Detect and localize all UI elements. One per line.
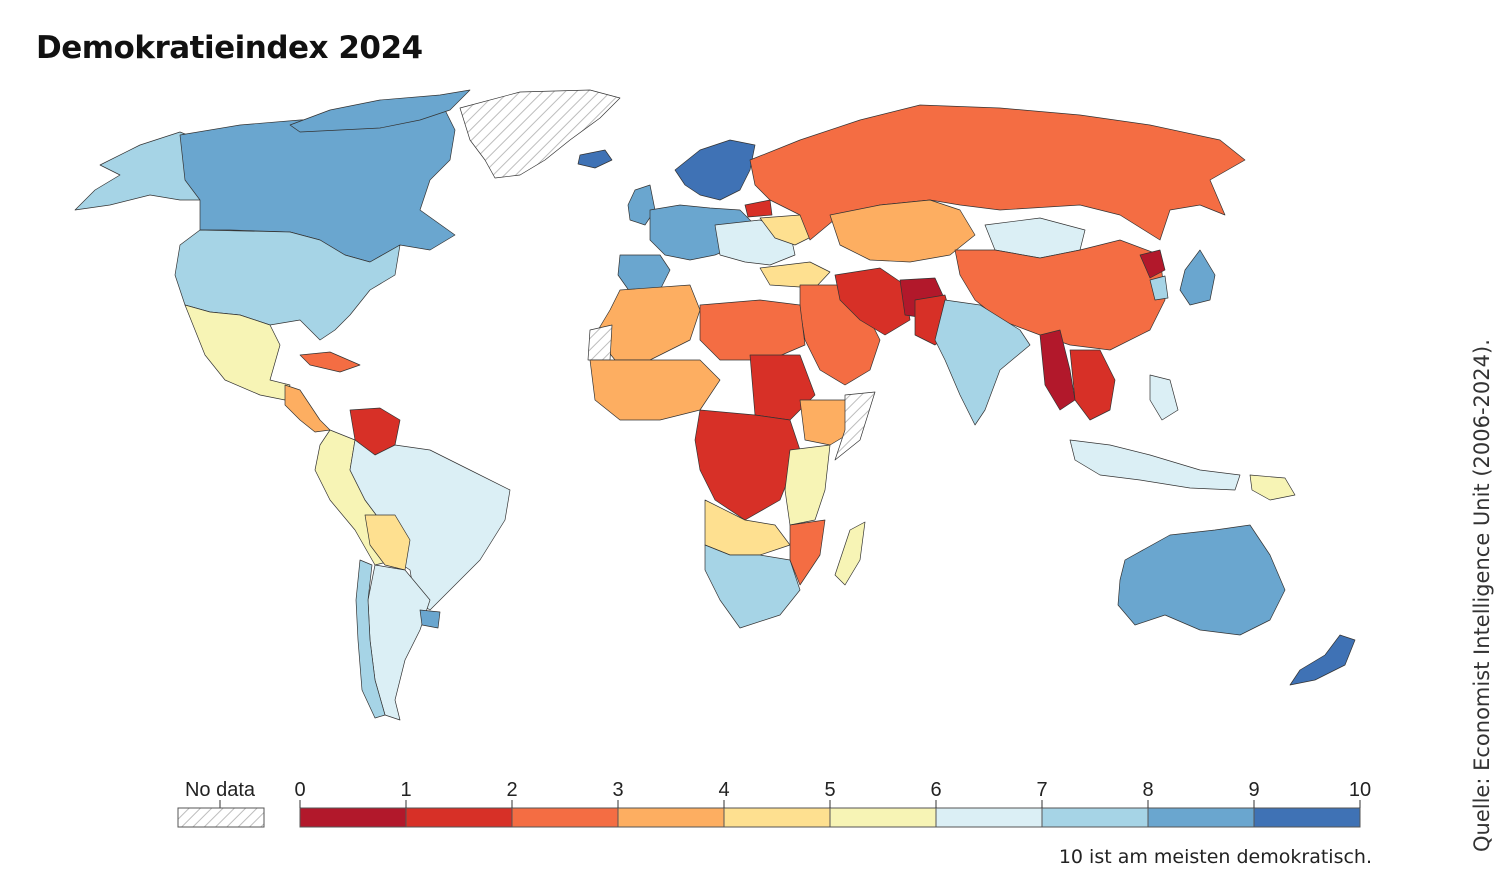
mexico bbox=[184, 304, 291, 401]
legend-tick-label-8: 8 bbox=[1142, 779, 1153, 801]
legend-bin-7 bbox=[1041, 807, 1149, 828]
legend-tick-label-9: 9 bbox=[1248, 779, 1259, 801]
legend-bin-6 bbox=[935, 807, 1043, 828]
japan bbox=[1179, 249, 1216, 306]
russia bbox=[749, 104, 1246, 241]
world-map bbox=[74, 89, 1356, 721]
no-data-swatch bbox=[177, 807, 265, 828]
uk bbox=[627, 184, 656, 226]
map-title: Demokratieindex 2024 bbox=[36, 30, 423, 66]
greenland bbox=[459, 89, 621, 179]
australia bbox=[1117, 524, 1286, 636]
central-america bbox=[284, 384, 331, 433]
iran bbox=[834, 267, 911, 336]
legend-tick-label-6: 6 bbox=[930, 779, 941, 801]
source-credit: Quelle: Economist Intelligence Unit (200… bbox=[1470, 339, 1494, 852]
legend-tick-label-7: 7 bbox=[1036, 779, 1047, 801]
legend-note: 10 ist am meisten demokratisch. bbox=[1058, 846, 1372, 868]
iceland bbox=[577, 149, 613, 169]
legend-tick-label-0: 0 bbox=[294, 779, 305, 801]
north-korea bbox=[1139, 249, 1166, 279]
belarus bbox=[744, 199, 773, 218]
indonesia bbox=[1069, 439, 1241, 491]
turkey bbox=[759, 261, 831, 289]
south-korea bbox=[1149, 275, 1169, 301]
mozambique bbox=[789, 519, 826, 586]
southeast-asia bbox=[1069, 349, 1116, 421]
legend-bin-4 bbox=[723, 807, 831, 828]
legend-tick-label-1: 1 bbox=[400, 779, 411, 801]
new-zealand bbox=[1289, 634, 1356, 686]
central-asia bbox=[829, 199, 976, 263]
east-africa bbox=[784, 444, 831, 526]
chile bbox=[355, 559, 386, 719]
central-africa bbox=[694, 409, 801, 521]
western-sahara bbox=[587, 324, 613, 361]
canada-islands bbox=[289, 89, 471, 133]
legend-bin-8 bbox=[1147, 807, 1255, 828]
legend-tick-label-3: 3 bbox=[612, 779, 623, 801]
ukraine bbox=[759, 214, 816, 246]
legend-bin-1 bbox=[405, 807, 513, 828]
color-legend: No data 0 1 2 3 4 5 6 7 8 9 10 bbox=[177, 779, 1371, 828]
legend-bin-5 bbox=[829, 807, 937, 828]
legend-tick-label-4: 4 bbox=[718, 779, 729, 801]
legend-bins bbox=[299, 807, 1361, 828]
brazil bbox=[349, 439, 511, 611]
legend-bin-2 bbox=[511, 807, 619, 828]
legend-ticks: 0 1 2 3 4 5 6 7 8 9 10 bbox=[294, 779, 1371, 808]
madagascar bbox=[834, 521, 866, 586]
png bbox=[1249, 474, 1296, 501]
uruguay bbox=[419, 609, 441, 629]
india bbox=[934, 299, 1031, 426]
iberia bbox=[617, 254, 671, 293]
legend-tick-label-5: 5 bbox=[824, 779, 835, 801]
philippines bbox=[1149, 374, 1179, 421]
legend-tick-label-10: 10 bbox=[1349, 779, 1371, 801]
legend-bin-3 bbox=[617, 807, 725, 828]
cuba bbox=[299, 351, 361, 373]
legend-tick-label-2: 2 bbox=[506, 779, 517, 801]
somalia bbox=[834, 391, 876, 461]
legend-bin-9 bbox=[1253, 807, 1361, 828]
no-data-label: No data bbox=[185, 779, 256, 801]
libya-egypt bbox=[699, 299, 806, 361]
scandinavia bbox=[674, 139, 756, 201]
legend-bin-0 bbox=[299, 807, 407, 828]
southern-africa bbox=[704, 544, 801, 629]
